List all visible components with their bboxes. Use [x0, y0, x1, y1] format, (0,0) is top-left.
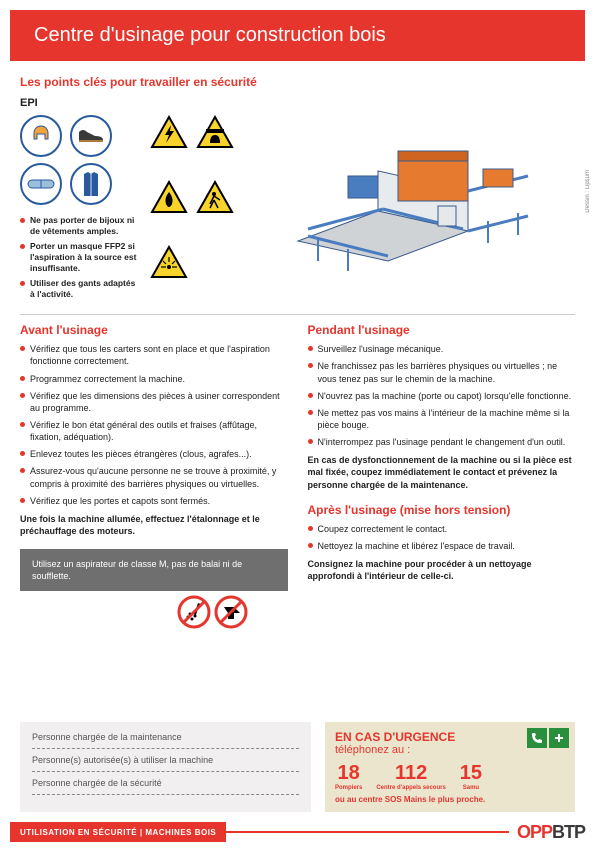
machine-illustration-block — [260, 97, 575, 304]
epi-bullet: Utiliser des gants adaptés à l'activité. — [20, 278, 140, 300]
cnc-wood-machine-illustration — [288, 121, 548, 281]
epi-bullet: Ne pas porter de bijoux ni de vêtements … — [20, 215, 140, 237]
contact-line: Personne(s) autorisée(s) à utiliser la m… — [32, 749, 299, 772]
emergency-number-label: Pompiers — [335, 785, 362, 791]
before-item: Vérifiez que les portes et capots sont f… — [20, 495, 288, 507]
emergency-number-value: 18 — [335, 762, 362, 785]
contact-line: Personne chargée de la sécurité — [32, 772, 299, 795]
logo-btp: BTP — [552, 822, 585, 843]
illustration-attribution: Dessin : Lipsum — [585, 170, 591, 213]
during-note: En cas de dysfonctionnement de la machin… — [308, 454, 576, 490]
before-column: Avant l'usinage Vérifiez que tous les ca… — [20, 323, 288, 630]
epi-icon-grid — [20, 115, 140, 205]
safety-shoes-icon — [70, 115, 112, 157]
emergency-number: 15Samu — [460, 762, 482, 791]
content-area: Les points clés pour travailler en sécur… — [0, 61, 595, 631]
footer-bar: UTILISATION EN SÉCURITÉ | MACHINES BOIS … — [10, 822, 585, 842]
during-item: Surveillez l'usinage mécanique. — [308, 343, 576, 355]
footer-logo: OPPBTP — [509, 822, 585, 842]
ear-protection-icon — [20, 115, 62, 157]
after-item: Coupez correctement le contact. — [308, 523, 576, 535]
during-list: Surveillez l'usinage mécanique. Ne franc… — [308, 343, 576, 448]
after-list: Coupez correctement le contact. Nettoyez… — [308, 523, 576, 552]
during-item: N'ouvrez pas la machine (porte ou capot)… — [308, 390, 576, 402]
before-item: Vérifiez le bon état général des outils … — [20, 419, 288, 443]
hand-crush-icon — [196, 115, 234, 149]
during-item: N'interrompez pas l'usinage pendant le c… — [308, 436, 576, 448]
before-item: Programmez correctement la machine. — [20, 373, 288, 385]
logo-opp: OPP — [517, 822, 552, 843]
emergency-number: 18Pompiers — [335, 762, 362, 791]
before-item: Assurez-vous qu'aucune personne ne se tr… — [20, 465, 288, 489]
before-item: Vérifiez que tous les carters sont en pl… — [20, 343, 288, 367]
footer-divider — [226, 831, 509, 842]
subtitle: Les points clés pour travailler en sécur… — [20, 75, 575, 89]
laser-hazard-icon — [150, 245, 188, 279]
emergency-number-value: 15 — [460, 762, 482, 785]
instruction-columns: Avant l'usinage Vérifiez que tous les ca… — [20, 314, 575, 630]
header-bar: Centre d'usinage pour construction bois — [10, 10, 585, 61]
safety-goggles-icon — [20, 163, 62, 205]
vacuum-advice-box: Utilisez un aspirateur de classe M, pas … — [20, 549, 288, 590]
vacuum-advice-text: Utilisez un aspirateur de classe M, pas … — [32, 559, 242, 581]
epi-heading: EPI — [20, 97, 140, 109]
no-sweeping-icon — [177, 595, 211, 629]
after-heading: Après l'usinage (mise hors tension) — [308, 503, 576, 517]
bottom-row: Personne chargée de la maintenance Perso… — [20, 722, 575, 812]
during-heading: Pendant l'usinage — [308, 323, 576, 337]
emergency-number: 112Centre d'appels secours — [376, 762, 445, 791]
before-note: Une fois la machine allumée, effectuez l… — [20, 513, 288, 537]
emergency-number-value: 112 — [376, 762, 445, 785]
emergency-numbers: 18Pompiers 112Centre d'appels secours 15… — [335, 762, 565, 791]
epi-block: EPI Ne pas porter de bijoux ni de vêteme… — [20, 97, 140, 304]
top-row: EPI Ne pas porter de bijoux ni de vêteme… — [20, 97, 575, 304]
contact-line: Personne chargée de la maintenance — [32, 732, 299, 749]
emergency-badges — [527, 728, 569, 748]
during-item: Ne franchissez pas les barrières physiqu… — [308, 360, 576, 384]
before-list: Vérifiez que tous les carters sont en pl… — [20, 343, 288, 507]
slip-hazard-icon — [196, 180, 234, 214]
emergency-box: EN CAS D'URGENCE téléphonez au : 18Pompi… — [325, 722, 575, 812]
before-item: Vérifiez que les dimensions des pièces à… — [20, 390, 288, 414]
epi-bullet-list: Ne pas porter de bijoux ni de vêtements … — [20, 215, 140, 300]
before-item: Enlevez toutes les pièces étrangères (cl… — [20, 448, 288, 460]
before-heading: Avant l'usinage — [20, 323, 288, 337]
during-after-column: Pendant l'usinage Surveillez l'usinage m… — [308, 323, 576, 630]
footer-text: UTILISATION EN SÉCURITÉ | MACHINES BOIS — [10, 822, 226, 842]
phone-badge-icon — [527, 728, 547, 748]
emergency-number-label: Samu — [460, 785, 482, 791]
during-item: Ne mettez pas vos mains à l'intérieur de… — [308, 407, 576, 431]
emergency-note: ou au centre SOS Mains le plus proche. — [335, 795, 565, 804]
after-note: Consignez la machine pour procéder à un … — [308, 558, 576, 582]
protective-coat-icon — [70, 163, 112, 205]
contacts-box: Personne chargée de la maintenance Perso… — [20, 722, 311, 812]
after-item: Nettoyez la machine et libérez l'espace … — [308, 540, 576, 552]
fire-hazard-icon — [150, 180, 188, 214]
prohibited-icons — [20, 591, 288, 631]
epi-bullet: Porter un masque FFP2 si l'aspiration à … — [20, 241, 140, 274]
page-title: Centre d'usinage pour construction bois — [34, 24, 565, 47]
emergency-number-label: Centre d'appels secours — [376, 785, 445, 791]
first-aid-badge-icon — [549, 728, 569, 748]
no-blowgun-icon — [214, 595, 248, 629]
warning-block — [150, 97, 250, 304]
electric-hazard-icon — [150, 115, 188, 149]
